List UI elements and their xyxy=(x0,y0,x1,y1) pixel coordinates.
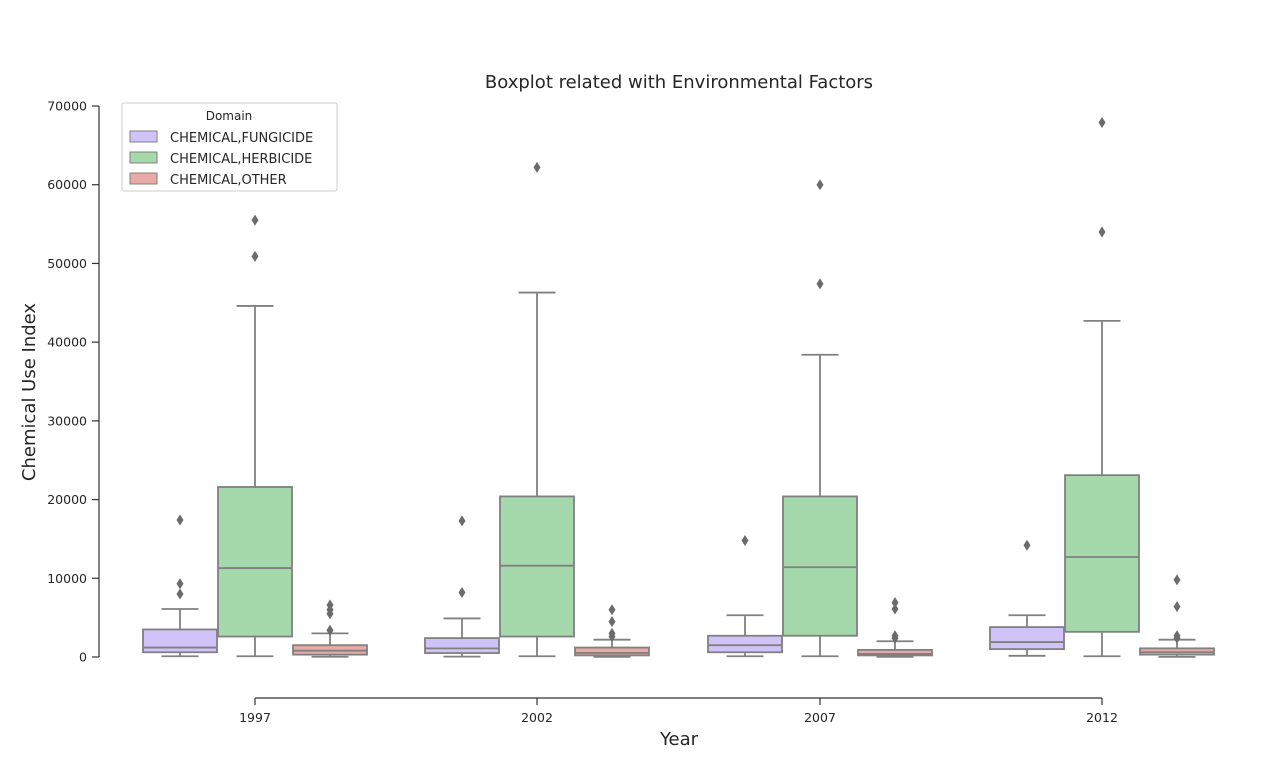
outlier-point xyxy=(176,588,184,600)
y-tick-label: 30000 xyxy=(47,413,87,428)
box xyxy=(424,637,500,654)
outlier-point xyxy=(251,250,259,262)
box-group xyxy=(574,604,650,658)
box xyxy=(989,626,1065,651)
legend-title: Domain xyxy=(206,109,253,123)
legend-label: CHEMICAL,HERBICIDE xyxy=(170,152,312,167)
outlier-point xyxy=(1173,601,1181,613)
chart-title: Boxplot related with Environmental Facto… xyxy=(485,72,873,93)
outlier-point xyxy=(533,161,541,173)
outlier-point xyxy=(608,616,616,628)
outlier-point xyxy=(1098,117,1106,129)
y-tick-label: 50000 xyxy=(47,256,87,271)
outlier-point xyxy=(816,179,824,191)
box-group xyxy=(989,539,1065,657)
y-axis-title: Chemical Use Index xyxy=(19,303,40,481)
legend: Domain CHEMICAL,FUNGICIDE CHEMICAL,HERBIC… xyxy=(121,102,338,192)
box xyxy=(1064,474,1140,633)
outlier-point xyxy=(1173,630,1181,642)
outlier-point xyxy=(458,515,466,527)
outlier-point xyxy=(1023,539,1031,551)
box xyxy=(857,649,933,657)
box xyxy=(782,495,858,637)
outlier-point xyxy=(891,597,899,609)
x-tick-label: 1997 xyxy=(239,710,271,725)
box-group xyxy=(142,514,218,658)
box-group xyxy=(292,599,368,658)
outlier-point xyxy=(608,604,616,616)
x-tick-label: 2002 xyxy=(521,710,553,725)
outlier-point xyxy=(1173,574,1181,586)
legend-swatch xyxy=(129,151,158,164)
outlier-point xyxy=(176,514,184,526)
legend-label: CHEMICAL,OTHER xyxy=(170,173,287,188)
x-axis-title: Year xyxy=(659,729,699,750)
plot-area xyxy=(142,117,1215,658)
outlier-point xyxy=(458,586,466,598)
legend-label: CHEMICAL,FUNGICIDE xyxy=(170,131,313,146)
box xyxy=(574,646,650,657)
box-group xyxy=(857,597,933,658)
x-tick-label: 2007 xyxy=(804,710,836,725)
y-tick-label: 0 xyxy=(79,650,87,665)
outlier-point xyxy=(891,603,899,615)
y-tick-label: 60000 xyxy=(47,177,87,192)
box-group xyxy=(707,535,783,658)
box-group xyxy=(217,214,293,658)
legend-swatch xyxy=(129,172,158,185)
y-tick-label: 40000 xyxy=(47,335,87,350)
outlier-point xyxy=(891,630,899,642)
y-tick-label: 70000 xyxy=(47,99,87,114)
legend-frame xyxy=(121,102,338,192)
box-group xyxy=(499,161,575,658)
box-group xyxy=(1064,117,1140,658)
outlier-point xyxy=(326,599,334,611)
outlier-point xyxy=(176,578,184,590)
y-tick-label: 10000 xyxy=(47,571,87,586)
x-tick-label: 2012 xyxy=(1086,710,1118,725)
box xyxy=(142,628,218,654)
outlier-point xyxy=(608,627,616,639)
box xyxy=(217,486,293,638)
outlier-point xyxy=(326,624,334,636)
outlier-point xyxy=(741,535,749,547)
outlier-point xyxy=(1098,226,1106,238)
box xyxy=(707,634,783,654)
y-axis: 0 10000 20000 30000 40000 50000 60000 70000 xyxy=(47,99,100,665)
box-group xyxy=(424,515,500,658)
y-tick-label: 20000 xyxy=(47,492,87,507)
outlier-point xyxy=(251,214,259,226)
legend-swatch xyxy=(129,130,158,143)
x-axis: 1997 2002 2007 2012 xyxy=(239,697,1118,725)
outlier-point xyxy=(816,278,824,290)
box-group xyxy=(1139,574,1215,658)
box-group xyxy=(782,179,858,658)
